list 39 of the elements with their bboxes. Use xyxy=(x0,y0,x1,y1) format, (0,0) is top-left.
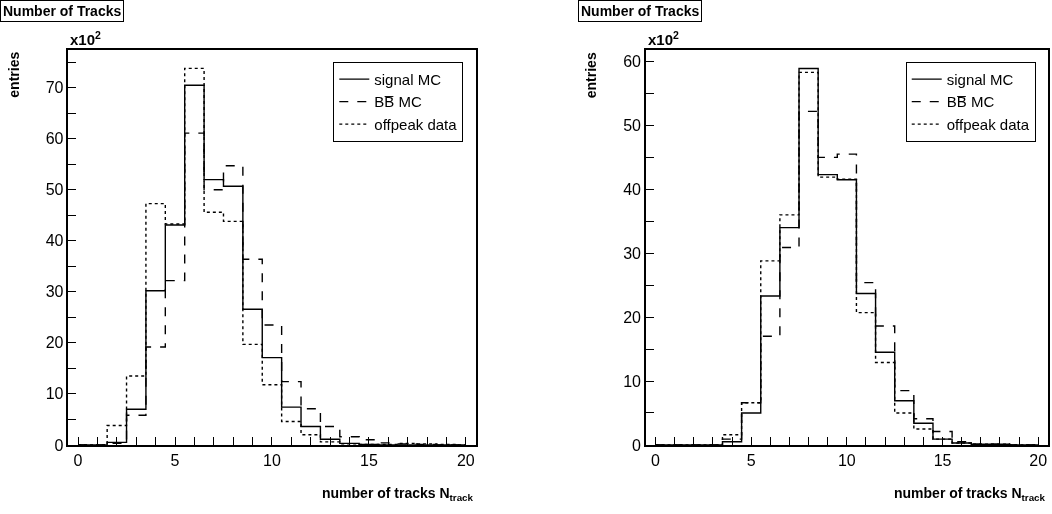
y-tick-label: 30 xyxy=(45,283,64,301)
y-tick-label: 0 xyxy=(54,436,64,454)
y-tick-label: 50 xyxy=(45,181,64,199)
x-tick-label: 10 xyxy=(263,451,281,469)
x-tick-label: 15 xyxy=(359,451,378,469)
y-tick-label: 60 xyxy=(45,130,64,148)
y-tick-label: 40 xyxy=(45,232,64,250)
x-tick-label: 20 xyxy=(1029,451,1048,469)
x-tick-label: 5 xyxy=(746,451,756,469)
y-tick-label: 50 xyxy=(623,116,642,134)
text: x10$^{2}$ xyxy=(648,29,680,49)
text: x10$^{2}$ xyxy=(70,29,102,49)
y-tick-label: 40 xyxy=(623,180,642,198)
y-tick-label: 0 xyxy=(632,436,642,454)
x-tick-label: 15 xyxy=(933,451,952,469)
x-tick-label: 0 xyxy=(73,451,83,469)
y-axis-title: entries xyxy=(583,52,600,99)
y-tick-label: 30 xyxy=(623,244,642,262)
y-axis-title: entries xyxy=(5,51,22,98)
chart-title: Number of Tracks xyxy=(581,3,700,19)
x-tick-label: 0 xyxy=(651,451,661,469)
x-tick-label: 20 xyxy=(456,451,475,469)
legend-label: BB̅ MC xyxy=(946,93,995,111)
y-tick-label: 10 xyxy=(623,372,642,390)
y-tick-label: 20 xyxy=(623,308,642,326)
y-tick-label: 10 xyxy=(45,385,64,403)
y-tick-label: 70 xyxy=(45,79,64,97)
legend-label: offpeak data xyxy=(946,115,1030,133)
legend-label: signal MC xyxy=(374,70,442,88)
chart-title: Number of Tracks xyxy=(3,3,122,19)
x-tick-label: 5 xyxy=(170,451,180,469)
legend-label: offpeak data xyxy=(374,115,458,133)
x-tick-label: 10 xyxy=(837,451,856,469)
x-axis-title: number of tracks N$_{track}$ xyxy=(894,485,1046,503)
y-tick-label: 20 xyxy=(45,334,64,352)
legend-label: signal MC xyxy=(946,70,1014,88)
y-tick-label: 60 xyxy=(623,53,642,71)
x-axis-title: number of tracks N$_{track}$ xyxy=(322,485,474,503)
legend-label: BB̅ MC xyxy=(374,93,422,111)
